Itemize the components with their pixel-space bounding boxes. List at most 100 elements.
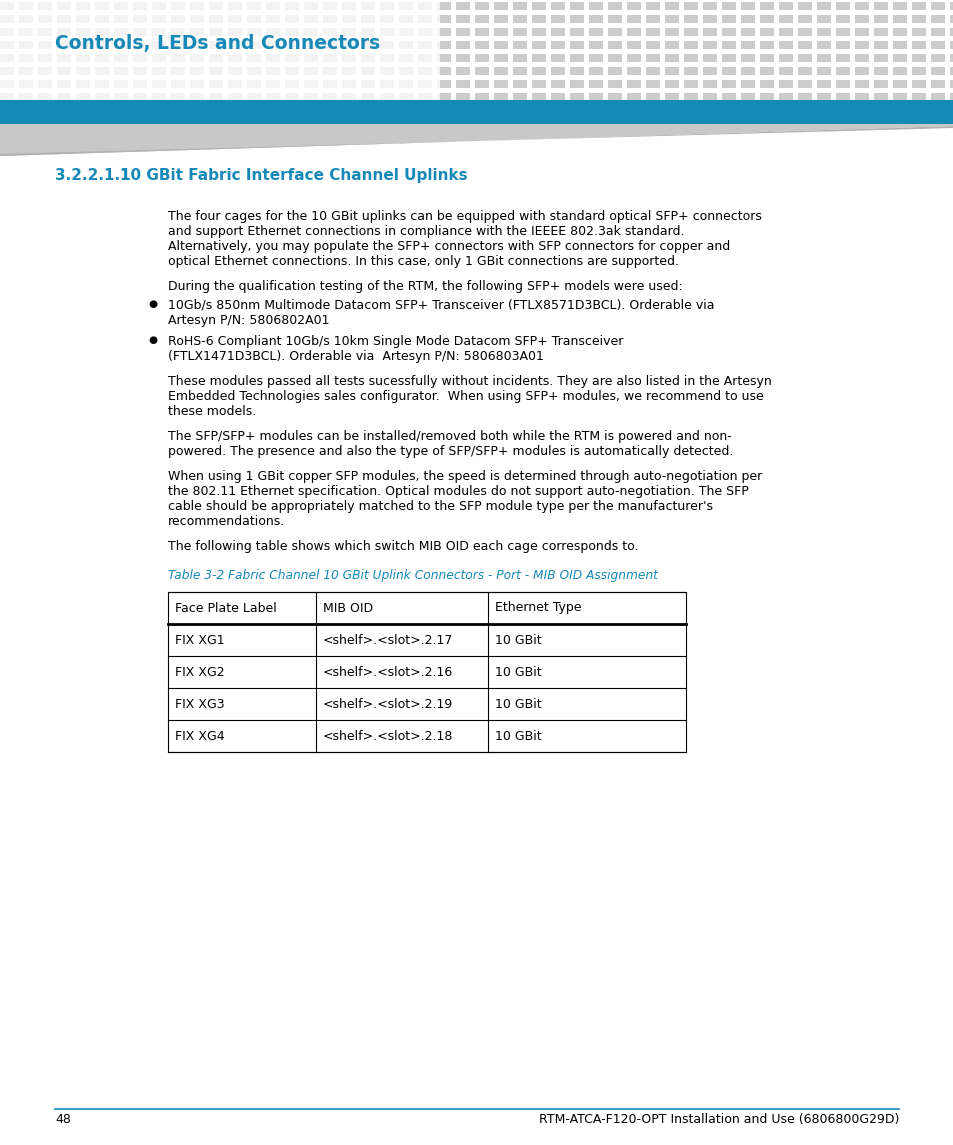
- Bar: [398, 41, 413, 49]
- Bar: [645, 54, 659, 62]
- Bar: [892, 93, 906, 101]
- Bar: [95, 27, 109, 35]
- Bar: [835, 93, 849, 101]
- Bar: [171, 27, 185, 35]
- Bar: [0, 0, 439, 100]
- Bar: [228, 68, 242, 76]
- Text: Controls, LEDs and Connectors: Controls, LEDs and Connectors: [55, 34, 380, 54]
- Bar: [304, 41, 317, 49]
- Bar: [532, 15, 545, 23]
- Bar: [475, 80, 489, 88]
- Bar: [436, 68, 451, 76]
- Bar: [436, 27, 451, 35]
- Text: <shelf>.<slot>.2.19: <shelf>.<slot>.2.19: [323, 697, 453, 711]
- Bar: [190, 93, 204, 101]
- Text: The following table shows which switch MIB OID each cage corresponds to.: The following table shows which switch M…: [168, 540, 638, 553]
- Bar: [588, 54, 602, 62]
- Bar: [949, 15, 953, 23]
- Bar: [398, 93, 413, 101]
- Bar: [379, 93, 394, 101]
- Bar: [0, 100, 953, 124]
- Bar: [171, 68, 185, 76]
- Bar: [436, 2, 451, 10]
- Bar: [209, 15, 223, 23]
- Bar: [323, 41, 336, 49]
- Bar: [417, 15, 432, 23]
- Bar: [228, 2, 242, 10]
- Bar: [436, 93, 451, 101]
- Bar: [95, 80, 109, 88]
- Text: 3.2.2.1.1: 3.2.2.1.1: [55, 168, 131, 183]
- Polygon shape: [0, 124, 953, 156]
- Bar: [760, 54, 773, 62]
- Bar: [379, 2, 394, 10]
- Bar: [892, 68, 906, 76]
- Bar: [930, 54, 944, 62]
- Bar: [57, 68, 71, 76]
- Bar: [247, 15, 261, 23]
- Bar: [835, 15, 849, 23]
- Bar: [551, 41, 564, 49]
- Bar: [740, 54, 754, 62]
- Bar: [228, 80, 242, 88]
- Bar: [702, 2, 717, 10]
- Bar: [816, 54, 830, 62]
- Bar: [645, 15, 659, 23]
- Bar: [398, 27, 413, 35]
- Bar: [911, 54, 925, 62]
- Bar: [152, 27, 166, 35]
- Bar: [285, 2, 298, 10]
- Bar: [57, 93, 71, 101]
- Bar: [797, 41, 811, 49]
- Bar: [247, 93, 261, 101]
- Text: RTM-ATCA-F120-OPT Installation and Use (6806800G29D): RTM-ATCA-F120-OPT Installation and Use (…: [538, 1113, 898, 1126]
- Bar: [360, 68, 375, 76]
- Bar: [779, 93, 792, 101]
- Bar: [266, 27, 280, 35]
- Bar: [95, 54, 109, 62]
- Bar: [209, 2, 223, 10]
- Bar: [379, 68, 394, 76]
- Bar: [626, 27, 640, 35]
- Bar: [76, 93, 90, 101]
- Bar: [721, 15, 735, 23]
- Text: The SFP/SFP+ modules can be installed/removed both while the RTM is powered and : The SFP/SFP+ modules can be installed/re…: [168, 431, 731, 443]
- Bar: [152, 80, 166, 88]
- Bar: [721, 80, 735, 88]
- Bar: [475, 15, 489, 23]
- Text: the 802.11 Ethernet specification. Optical modules do not support auto-negotiati: the 802.11 Ethernet specification. Optic…: [168, 485, 748, 498]
- Text: RoHS-6 Compliant 10Gb/s 10km Single Mode Datacom SFP+ Transceiver: RoHS-6 Compliant 10Gb/s 10km Single Mode…: [168, 335, 622, 348]
- Bar: [854, 68, 868, 76]
- Bar: [588, 80, 602, 88]
- Bar: [266, 41, 280, 49]
- Bar: [152, 93, 166, 101]
- Text: optical Ethernet connections. In this case, only 1 GBit connections are supporte: optical Ethernet connections. In this ca…: [168, 255, 679, 268]
- Bar: [607, 2, 621, 10]
- Bar: [911, 80, 925, 88]
- Text: 10 GBit: 10 GBit: [495, 729, 541, 742]
- Bar: [113, 68, 128, 76]
- Bar: [247, 68, 261, 76]
- Bar: [702, 68, 717, 76]
- Bar: [873, 80, 887, 88]
- Bar: [532, 2, 545, 10]
- Bar: [398, 2, 413, 10]
- Bar: [475, 68, 489, 76]
- Text: recommendations.: recommendations.: [168, 515, 285, 528]
- Bar: [304, 68, 317, 76]
- Bar: [816, 2, 830, 10]
- Bar: [494, 93, 507, 101]
- Bar: [456, 80, 470, 88]
- Bar: [19, 54, 33, 62]
- Bar: [835, 54, 849, 62]
- Bar: [360, 15, 375, 23]
- Bar: [816, 41, 830, 49]
- Bar: [930, 41, 944, 49]
- Bar: [683, 15, 698, 23]
- Bar: [247, 27, 261, 35]
- Bar: [285, 41, 298, 49]
- Bar: [398, 54, 413, 62]
- Bar: [513, 15, 526, 23]
- Bar: [740, 15, 754, 23]
- Bar: [323, 80, 336, 88]
